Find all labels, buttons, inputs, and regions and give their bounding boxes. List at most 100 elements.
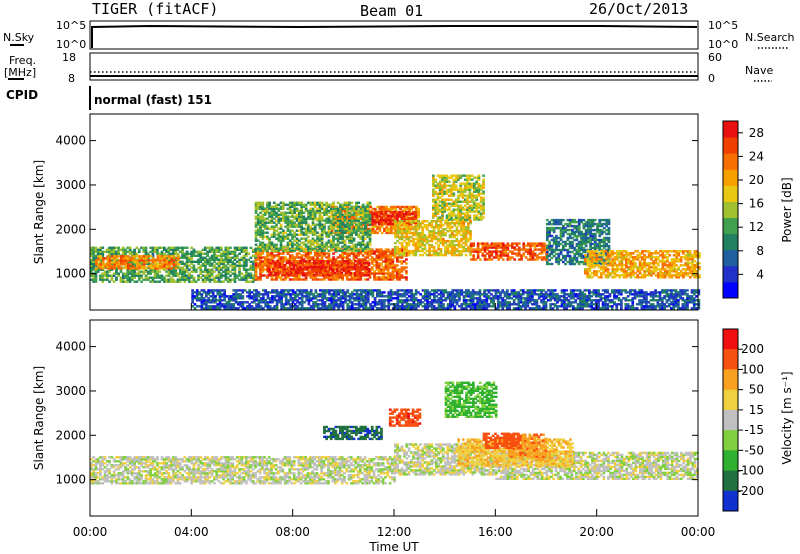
power-cell (432, 245, 436, 249)
power-cell (364, 249, 367, 252)
power-cell (452, 214, 456, 217)
power-cell (323, 243, 326, 246)
power-cell (188, 252, 191, 255)
power-cell (300, 221, 303, 224)
power-cell (349, 271, 353, 275)
power-cell (302, 211, 306, 214)
power-cell (398, 222, 402, 225)
power-cell (434, 204, 437, 207)
power-cell (428, 243, 431, 247)
power-cell (380, 256, 383, 259)
power-cell (580, 240, 583, 244)
power-cell (220, 248, 223, 251)
power-cell (313, 213, 317, 216)
power-cell (391, 270, 395, 273)
power-cell (464, 220, 468, 223)
power-cell (517, 248, 521, 251)
power-cell (439, 253, 443, 257)
power-cell (291, 221, 294, 224)
power-cell (316, 203, 319, 206)
power-cell (224, 272, 228, 275)
power-cell (467, 247, 470, 251)
power-cell (384, 254, 388, 257)
power-cell (291, 215, 294, 218)
power-cell (282, 235, 285, 238)
power-cell (263, 211, 267, 214)
power-cell (266, 235, 269, 238)
power-cell (281, 269, 284, 273)
power-cell (224, 254, 228, 257)
power-cell (460, 228, 463, 231)
power-cell (163, 255, 167, 258)
power-cell (358, 267, 362, 271)
power-cell (336, 278, 340, 281)
power-cell (295, 239, 299, 242)
power-cell (101, 276, 105, 279)
power-cell (347, 269, 350, 273)
power-cell (506, 258, 510, 261)
power-cell (240, 272, 244, 275)
power-cell (410, 251, 413, 255)
power-cell (557, 260, 561, 264)
power-cell (384, 218, 388, 222)
power-cell (454, 180, 458, 183)
power-cell (217, 250, 221, 253)
power-cell (582, 246, 586, 250)
power-cell (277, 276, 281, 279)
power-cell (373, 250, 376, 253)
power-cell (370, 222, 374, 226)
power-cell (231, 250, 235, 253)
power-cell (499, 254, 503, 257)
power-cell (185, 262, 189, 265)
power-cell (313, 254, 317, 257)
power-cell (183, 256, 187, 259)
power-cell (149, 246, 152, 249)
power-cell (259, 264, 262, 267)
power-cell (328, 273, 332, 277)
power-cell (302, 233, 306, 236)
power-cell (477, 210, 481, 213)
power-cell (405, 272, 408, 275)
power-cell (299, 259, 302, 263)
power-cell (183, 272, 187, 275)
power-cell (332, 207, 335, 210)
power-cell (482, 184, 485, 187)
power-cell (272, 229, 276, 232)
power-cell (163, 246, 166, 249)
power-cell (587, 228, 590, 232)
power-cell (261, 266, 265, 269)
power-cell (172, 255, 176, 258)
power-cell (473, 190, 476, 193)
power-cell (375, 268, 379, 271)
power-cell (335, 261, 339, 265)
power-cell (462, 226, 466, 229)
power-cell (555, 220, 558, 224)
power-cell (115, 250, 118, 253)
power-cell (311, 243, 315, 246)
power-cell (220, 266, 223, 269)
power-cell (112, 250, 116, 253)
power-cell (336, 241, 340, 244)
power-cell (396, 235, 399, 239)
power-cell (391, 210, 395, 214)
power-cell (267, 267, 270, 271)
power-cell (233, 248, 237, 251)
power-cell (263, 258, 267, 261)
power-cell (339, 233, 342, 236)
power-cell (122, 263, 126, 266)
power-cell (386, 266, 390, 269)
power-cell (99, 278, 102, 281)
power-cell (335, 269, 339, 273)
power-cell (490, 252, 494, 255)
power-cell (251, 268, 255, 271)
power-cell (448, 245, 452, 249)
power-cell (416, 247, 420, 251)
power-cell (432, 212, 435, 215)
power-cell (332, 215, 335, 218)
power-cell (291, 205, 294, 208)
power-cell (233, 276, 237, 279)
power-cell (169, 270, 173, 273)
power-cell (282, 258, 285, 261)
power-cell (358, 213, 361, 217)
